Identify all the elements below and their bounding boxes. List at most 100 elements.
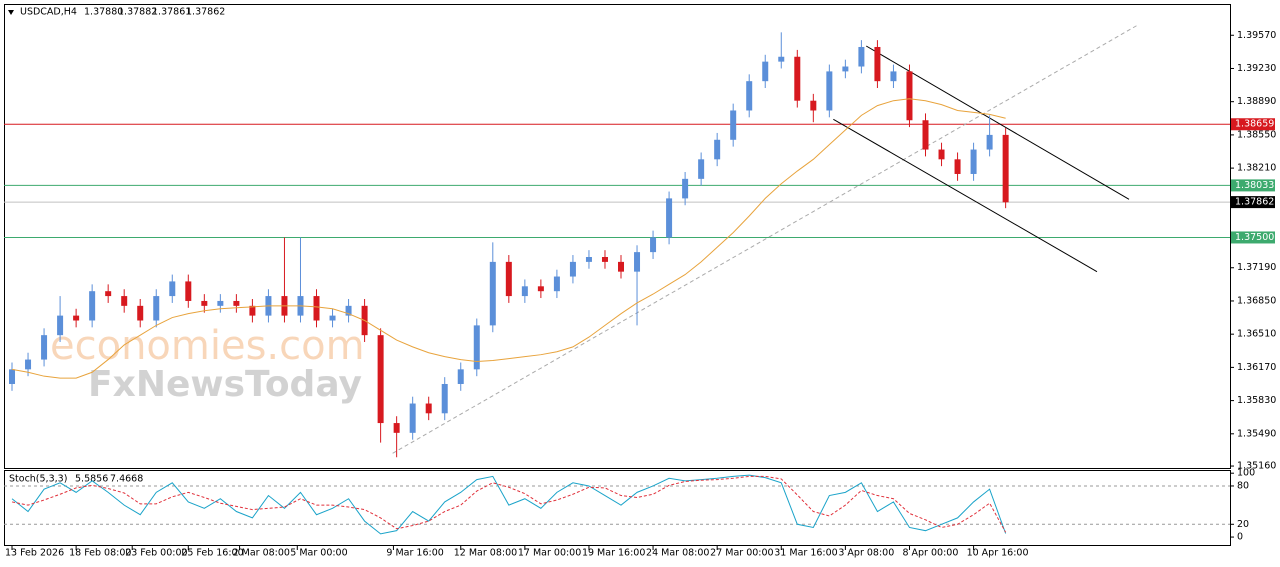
- candle-body: [634, 252, 641, 272]
- candle-body: [89, 291, 96, 321]
- candle-body: [970, 149, 977, 174]
- y-tick-label: 1.35490: [1237, 428, 1276, 439]
- candle-body: [153, 296, 160, 321]
- candle-body: [585, 257, 592, 262]
- x-tick-label: 18 Feb 08:00: [69, 548, 131, 559]
- candle-body: [569, 261, 576, 277]
- candle-body: [201, 300, 208, 306]
- x-tick-label: 19 Mar 16:00: [582, 548, 645, 559]
- candle-body: [489, 261, 496, 326]
- x-tick-label: 12 Mar 08:00: [454, 548, 517, 559]
- candle-body: [698, 159, 705, 179]
- stoch-main: 5.5856: [75, 474, 108, 485]
- candle-body: [473, 325, 480, 370]
- price-level-label: 1.37862: [1235, 197, 1274, 208]
- candle-body: [521, 286, 528, 297]
- candle-body: [9, 369, 16, 384]
- candle-body: [618, 261, 625, 272]
- candle-body: [762, 61, 769, 82]
- x-tick-label: 24 Mar 08:00: [646, 548, 709, 559]
- trend-line: [833, 118, 1098, 273]
- candle-body: [890, 71, 897, 82]
- candle-body: [537, 286, 544, 292]
- price-level-tag: [1231, 118, 1275, 131]
- candle-body: [441, 383, 448, 414]
- stoch-tick-label: 0: [1237, 532, 1243, 543]
- y-tick-label: 1.37190: [1237, 262, 1276, 273]
- symbol: USDCAD,H4: [20, 7, 77, 18]
- watermark: FxNewsToday: [88, 364, 362, 405]
- candle-body: [730, 110, 737, 140]
- price-level-label: 1.37500: [1235, 232, 1274, 243]
- candle-body: [41, 335, 48, 360]
- main-pane: [4, 4, 1231, 469]
- y-tick-label: 1.39230: [1237, 63, 1276, 74]
- price-level-tag: [1231, 196, 1275, 209]
- candle-body: [650, 237, 657, 253]
- menu-arrow: [8, 10, 14, 15]
- stoch-title: Stoch(5,3,3): [9, 474, 67, 485]
- quote: 1.37862: [186, 7, 225, 18]
- candle-body: [858, 46, 865, 67]
- x-tick-label: 23 Feb 00:00: [125, 548, 187, 559]
- x-tick-label: 17 Mar 00:00: [518, 548, 581, 559]
- x-tick-label: 27 Mar 00:00: [710, 548, 773, 559]
- candle-body: [57, 315, 64, 336]
- y-tick-label: 1.35830: [1237, 395, 1276, 406]
- candle-body: [233, 300, 240, 306]
- candle-body: [185, 281, 192, 301]
- candle-body: [682, 178, 689, 199]
- candle-body: [329, 315, 336, 321]
- stoch-tick-label: 20: [1237, 519, 1249, 530]
- candle-body: [874, 46, 881, 82]
- moving-average: [11, 98, 1006, 379]
- trend-line: [392, 24, 1139, 454]
- stoch-tick-label: 100: [1237, 468, 1255, 479]
- candle-body: [1002, 134, 1009, 203]
- candle-body: [137, 305, 144, 321]
- x-tick-label: 8 Apr 00:00: [902, 548, 958, 559]
- candle-body: [249, 305, 256, 316]
- candle-body: [217, 300, 224, 306]
- candle-body: [345, 305, 352, 316]
- candle-body: [714, 139, 721, 160]
- candle-body: [842, 66, 849, 72]
- price-level-label: 1.38033: [1235, 180, 1274, 191]
- quote: 1.37882: [118, 7, 157, 18]
- candle-body: [778, 56, 785, 62]
- y-tick-label: 1.36170: [1237, 362, 1276, 373]
- candle-body: [954, 159, 961, 174]
- y-tick-label: 1.39570: [1237, 30, 1276, 41]
- candle-body: [938, 149, 945, 160]
- candle-body: [121, 296, 128, 306]
- candle-body: [393, 423, 400, 433]
- candle-body: [73, 315, 80, 321]
- candle-body: [505, 261, 512, 297]
- candle-body: [922, 120, 929, 150]
- candle-body: [666, 198, 673, 238]
- stoch-line: [11, 474, 1007, 535]
- quote: 1.37861: [152, 7, 191, 18]
- y-tick-label: 1.38210: [1237, 163, 1276, 174]
- candle-body: [906, 71, 913, 121]
- stoch-pane: [4, 470, 1231, 546]
- candle-body: [457, 369, 464, 384]
- candle-body: [601, 257, 608, 262]
- candle-body: [826, 71, 833, 111]
- candle-body: [810, 100, 817, 111]
- candle-body: [746, 81, 753, 111]
- price-level-tag: [1231, 231, 1275, 244]
- y-tick-label: 1.38890: [1237, 96, 1276, 107]
- x-tick-label: 31 Mar 16:00: [774, 548, 837, 559]
- y-tick-label: 1.38550: [1237, 129, 1276, 140]
- x-tick-label: 9 Mar 16:00: [386, 548, 443, 559]
- x-tick-label: 25 Feb 16:00: [181, 548, 243, 559]
- stoch-line: [11, 475, 1007, 533]
- candle-body: [409, 403, 416, 433]
- x-tick-label: 10 Apr 16:00: [967, 548, 1029, 559]
- stoch-signal: 7.4668: [110, 474, 143, 485]
- x-tick-label: 13 Feb 2026: [5, 548, 64, 559]
- y-tick-label: 1.36510: [1237, 329, 1276, 340]
